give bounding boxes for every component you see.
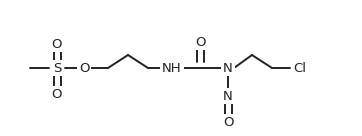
- Text: N: N: [223, 61, 233, 75]
- Text: O: O: [195, 35, 205, 49]
- Text: NH: NH: [162, 61, 182, 75]
- Text: Cl: Cl: [294, 61, 307, 75]
- Text: S: S: [53, 61, 61, 75]
- Text: O: O: [52, 87, 62, 101]
- Text: O: O: [79, 61, 89, 75]
- Text: O: O: [52, 38, 62, 50]
- Text: O: O: [223, 115, 233, 129]
- Text: N: N: [223, 89, 233, 103]
